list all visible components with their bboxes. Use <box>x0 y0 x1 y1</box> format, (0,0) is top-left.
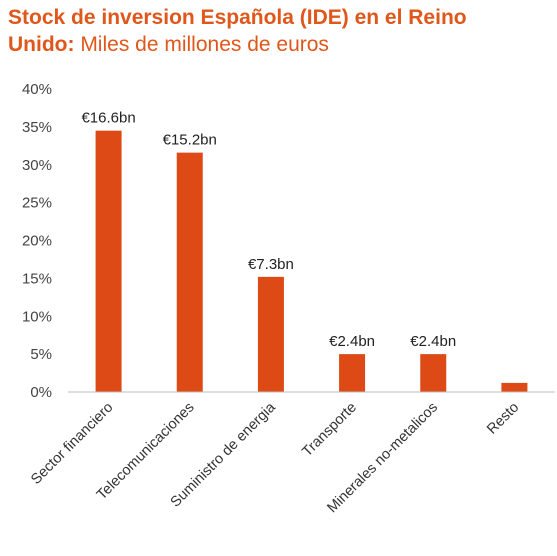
y-tick-label: 35% <box>22 119 52 136</box>
title-line-2-bold: Unido: <box>8 33 75 56</box>
data-label: €2.4bn <box>329 333 375 350</box>
y-tick-label: 20% <box>22 233 52 250</box>
x-tick-label: Resto <box>484 400 522 438</box>
title-line-2: Unido: Miles de millones de euros <box>8 31 553 58</box>
bar <box>339 354 366 392</box>
y-axis: 0% 5% 10% 15% 20% 25% 30% 35% 40% <box>22 81 52 401</box>
x-axis: Sector financieroTelecomunicacionesSumin… <box>28 391 555 516</box>
x-tick-label: Transporte <box>299 400 360 461</box>
data-label: €16.6bn <box>81 110 135 127</box>
data-label: €2.4bn <box>410 333 456 350</box>
data-label: €7.3bn <box>248 256 294 273</box>
y-tick-label: 5% <box>30 346 52 363</box>
y-tick-label: 30% <box>22 157 52 174</box>
title-line-1: Stock de inversion Española (IDE) en el … <box>8 4 553 31</box>
title-line-2-rest: Miles de millones de euros <box>74 33 329 56</box>
chart-title: Stock de inversion Española (IDE) en el … <box>8 4 553 58</box>
bar <box>95 130 122 392</box>
y-tick-label: 10% <box>22 308 52 325</box>
y-tick-label: 15% <box>22 270 52 287</box>
bars <box>95 130 528 392</box>
y-tick-label: 25% <box>22 195 52 212</box>
data-labels: €16.6bn €15.2bn €7.3bn €2.4bn €2.4bn <box>81 110 456 350</box>
bar <box>501 382 528 392</box>
bar <box>257 276 284 392</box>
y-tick-label: 40% <box>22 81 52 98</box>
x-tick-label: Sector financiero <box>28 400 116 488</box>
bar <box>420 354 447 392</box>
data-label: €15.2bn <box>163 132 217 149</box>
bar <box>176 152 203 392</box>
title-line-1-text: Stock de inversion Española (IDE) en el … <box>8 6 467 29</box>
y-tick-label: 0% <box>30 384 52 401</box>
